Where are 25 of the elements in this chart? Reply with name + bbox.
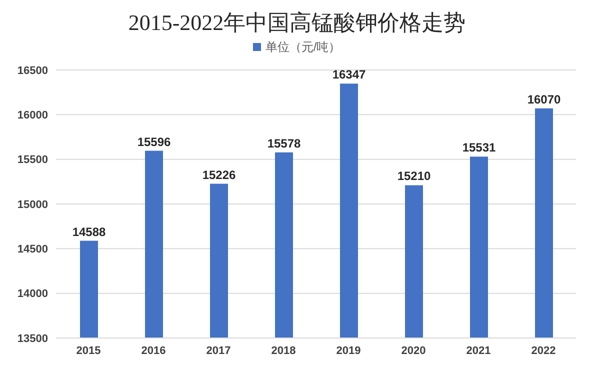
data-label: 15596	[137, 134, 172, 149]
y-tick-label: 16000	[17, 110, 48, 122]
x-tick-label: 2020	[401, 344, 426, 357]
data-label: 15578	[267, 136, 302, 150]
x-tick-label: 2016	[141, 344, 166, 357]
chart-title: 2015-2022年中国高锰酸钾价格走势	[127, 9, 467, 37]
x-tick-label: 2018	[271, 344, 296, 357]
data-label: 16070	[527, 92, 562, 106]
y-tick-label: 14000	[17, 288, 48, 300]
x-tick-label: 2017	[206, 344, 231, 357]
x-tick-label: 2022	[531, 344, 556, 357]
legend-label: 单位（元/吨）	[265, 38, 341, 56]
y-tick-label: 15500	[17, 154, 48, 166]
x-tick-label: 2021	[466, 344, 491, 357]
y-tick-label: 15000	[17, 198, 48, 211]
data-label: 14588	[72, 224, 106, 239]
x-tick-label: 2015	[76, 344, 101, 357]
y-tick-label: 14500	[17, 244, 48, 256]
data-label: 15531	[462, 140, 496, 155]
data-label: 15210	[397, 169, 432, 184]
x-tick-label: 2019	[336, 344, 361, 357]
data-label: 16347	[332, 68, 366, 82]
y-tick-label: 16500	[17, 64, 48, 77]
data-label: 15226	[202, 168, 236, 182]
y-tick-label: 13500	[17, 332, 48, 345]
